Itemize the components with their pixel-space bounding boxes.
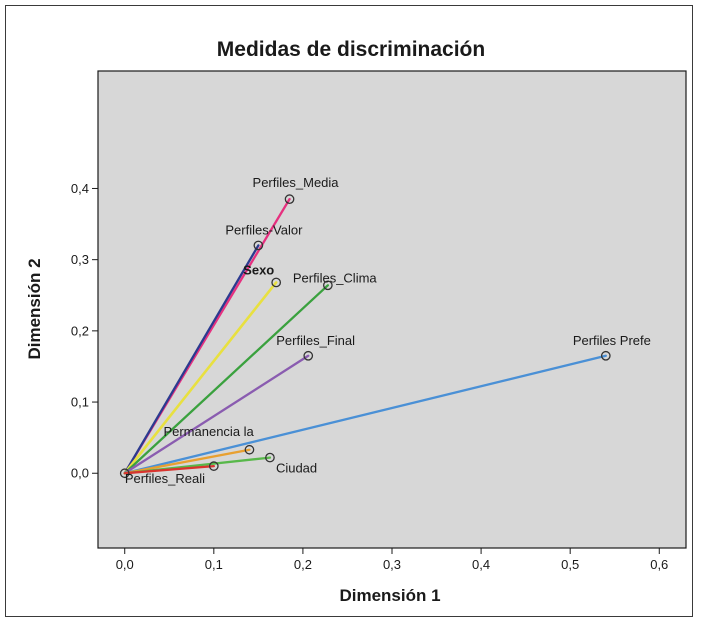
data-point <box>284 194 295 204</box>
x-tick-label: 0,5 <box>561 557 579 572</box>
y-tick-label: 0,2 <box>71 323 89 338</box>
y-tick-label: 0,4 <box>71 181 89 196</box>
chart-title: Medidas de discriminación <box>217 38 485 61</box>
point-label: Sexo <box>243 262 274 277</box>
vector-line <box>123 464 215 475</box>
point-label: Perfiles_Clima <box>293 270 378 285</box>
point-label: Perfiles Prefe <box>573 333 651 348</box>
data-point <box>253 240 264 251</box>
data-point <box>208 461 219 471</box>
x-tick-label: 0,4 <box>472 557 490 572</box>
x-tick-label: 0,6 <box>650 557 668 572</box>
vector-line <box>123 354 607 475</box>
x-axis-label: Dimensión 1 <box>339 586 440 605</box>
x-tick-label: 0,0 <box>116 557 134 572</box>
x-tick-label: 0,3 <box>383 557 401 572</box>
data-point <box>244 444 255 455</box>
vector-line <box>123 281 278 475</box>
data-point <box>265 452 275 463</box>
x-tick-label: 0,2 <box>294 557 312 572</box>
y-tick-label: 0,1 <box>71 395 89 410</box>
point-label: Permanencia la <box>163 424 254 439</box>
vector-line <box>123 284 330 475</box>
point-label: Perfiles_Media <box>253 175 340 190</box>
point-label: Perfiles-Valor <box>225 222 303 237</box>
point-label: Perfiles_Reali <box>125 471 205 486</box>
data-point <box>600 350 611 361</box>
point-label: Perfiles_Final <box>276 333 355 348</box>
y-axis-label: Dimensión 2 <box>25 258 44 359</box>
point-label: Ciudad <box>276 461 317 476</box>
data-point <box>303 350 314 361</box>
data-point <box>323 280 333 291</box>
y-tick-label: 0,0 <box>71 466 89 481</box>
y-tick-label: 0,3 <box>71 252 89 267</box>
origin-point <box>119 468 130 479</box>
x-tick-label: 0,1 <box>205 557 223 572</box>
vector-line <box>123 244 260 475</box>
data-point <box>271 277 282 288</box>
vector-line <box>123 448 251 475</box>
vector-line <box>123 354 310 475</box>
